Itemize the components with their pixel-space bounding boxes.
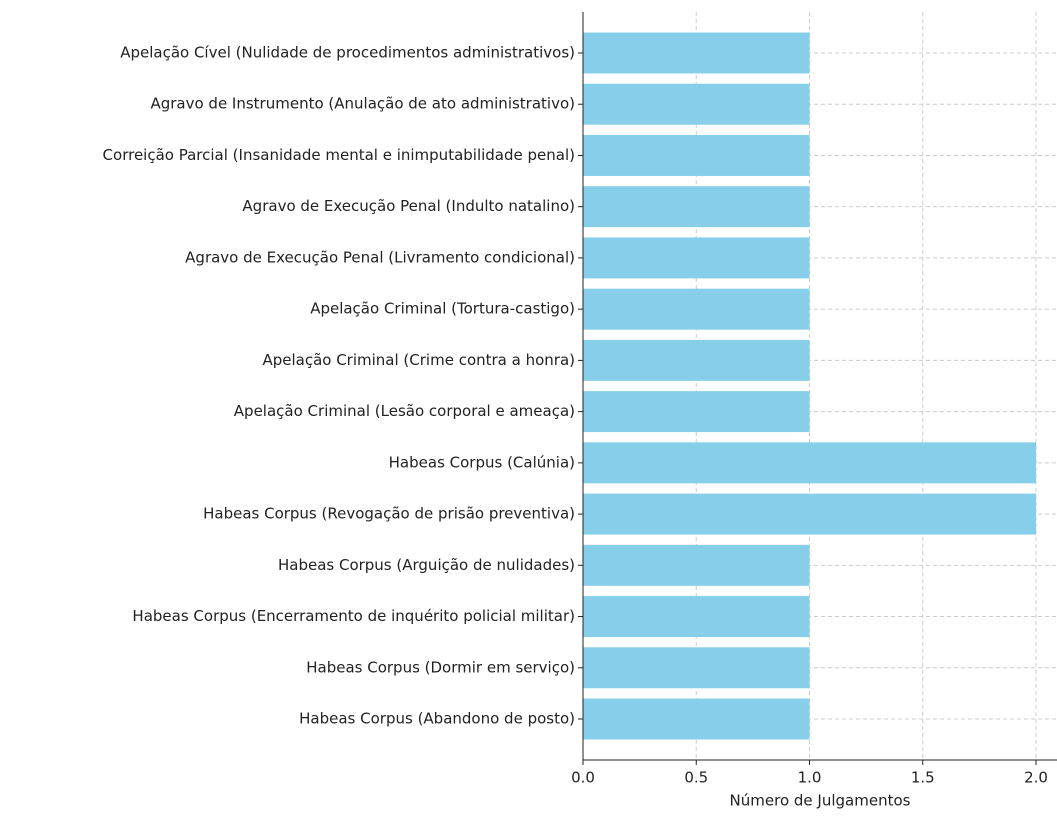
y-tick-label: Apelação Criminal (Crime contra a honra) xyxy=(262,351,575,369)
bar xyxy=(583,339,810,381)
bar xyxy=(583,493,1036,535)
y-tick-label: Correição Parcial (Insanidade mental e i… xyxy=(103,146,575,164)
bar xyxy=(583,647,810,689)
y-tick-label: Habeas Corpus (Encerramento de inquérito… xyxy=(132,607,575,625)
x-axis-label: Número de Julgamentos xyxy=(730,792,911,810)
bar xyxy=(583,237,810,279)
bar xyxy=(583,186,810,228)
y-tick-label: Habeas Corpus (Abandono de posto) xyxy=(299,710,575,728)
bar xyxy=(583,288,810,330)
bar xyxy=(583,32,810,74)
y-tick-label: Apelação Criminal (Lesão corporal e amea… xyxy=(234,402,575,420)
bar xyxy=(583,134,810,176)
bar xyxy=(583,596,810,638)
y-tick-label: Agravo de Execução Penal (Indulto natali… xyxy=(242,197,575,215)
bar xyxy=(583,698,810,740)
bar xyxy=(583,544,810,586)
x-tick-label: 0.0 xyxy=(571,769,595,787)
x-tick-label: 1.0 xyxy=(798,769,822,787)
y-tick-label: Apelação Cível (Nulidade de procedimento… xyxy=(120,43,575,61)
y-tick-label: Habeas Corpus (Revogação de prisão preve… xyxy=(203,505,575,523)
y-tick-label: Apelação Criminal (Tortura-castigo) xyxy=(310,300,575,318)
bar xyxy=(583,83,810,125)
y-tick-label: Habeas Corpus (Calúnia) xyxy=(389,453,575,471)
x-tick-label: 1.5 xyxy=(911,769,935,787)
y-tick-label: Agravo de Instrumento (Anulação de ato a… xyxy=(150,95,575,113)
y-tick-label: Habeas Corpus (Dormir em serviço) xyxy=(306,658,575,676)
bar xyxy=(583,442,1036,484)
y-tick-label: Agravo de Execução Penal (Livramento con… xyxy=(185,248,575,266)
y-tick-label: Habeas Corpus (Arguição de nulidades) xyxy=(278,556,575,574)
bar xyxy=(583,391,810,433)
x-tick-label: 2.0 xyxy=(1024,769,1048,787)
x-tick-label: 0.5 xyxy=(684,769,708,787)
